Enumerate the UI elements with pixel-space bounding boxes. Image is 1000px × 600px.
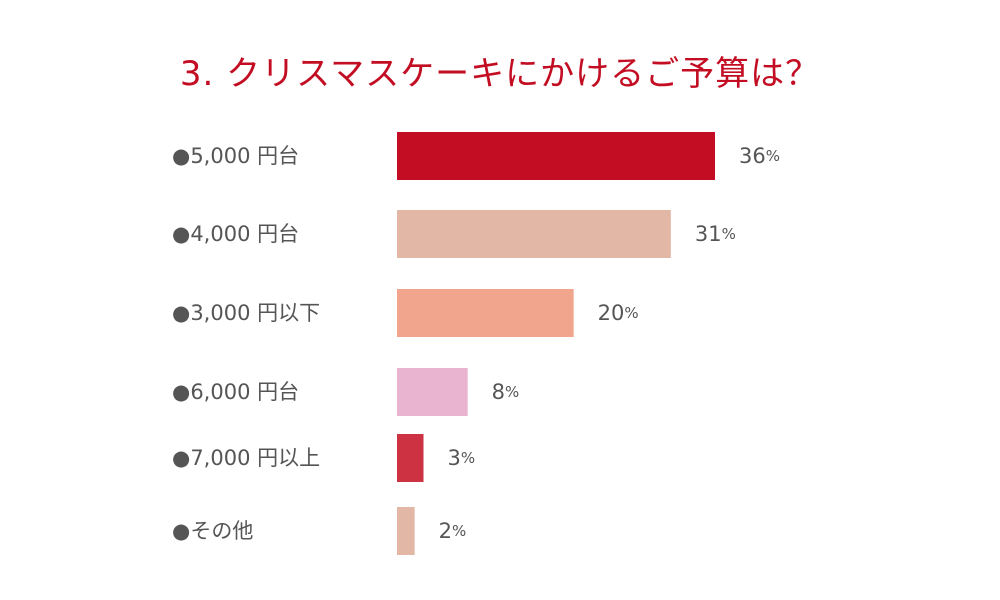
value-label: 3% [448,446,476,470]
value-number: 3 [448,446,461,470]
bar [397,368,468,416]
category-label: ●4,000 円台 [172,222,299,246]
category-label: ●6,000 円台 [172,380,299,404]
value-label: 31% [695,222,736,246]
value-label: 2% [439,519,467,543]
bar [397,210,671,258]
value-number: 8 [492,380,505,404]
category-label: ●7,000 円以上 [172,446,320,470]
category-label: ●その他 [172,519,253,543]
value-label: 36% [739,144,780,168]
bar [397,434,424,482]
value-unit: % [505,383,519,401]
category-label: ●5,000 円台 [172,144,299,168]
value-number: 36 [739,144,766,168]
value-unit: % [461,449,475,467]
category-label: ●3,000 円以下 [172,301,320,325]
bar [397,507,415,555]
value-unit: % [766,147,780,165]
value-unit: % [624,304,638,322]
bar [397,289,574,337]
value-number: 20 [598,301,625,325]
value-unit: % [452,522,466,540]
value-number: 2 [439,519,452,543]
bar [397,132,715,180]
value-unit: % [722,225,736,243]
value-label: 20% [598,301,639,325]
value-label: 8% [492,380,520,404]
chart-title: 3. クリスマスケーキにかけるご予算は？ [179,54,821,94]
value-number: 31 [695,222,722,246]
